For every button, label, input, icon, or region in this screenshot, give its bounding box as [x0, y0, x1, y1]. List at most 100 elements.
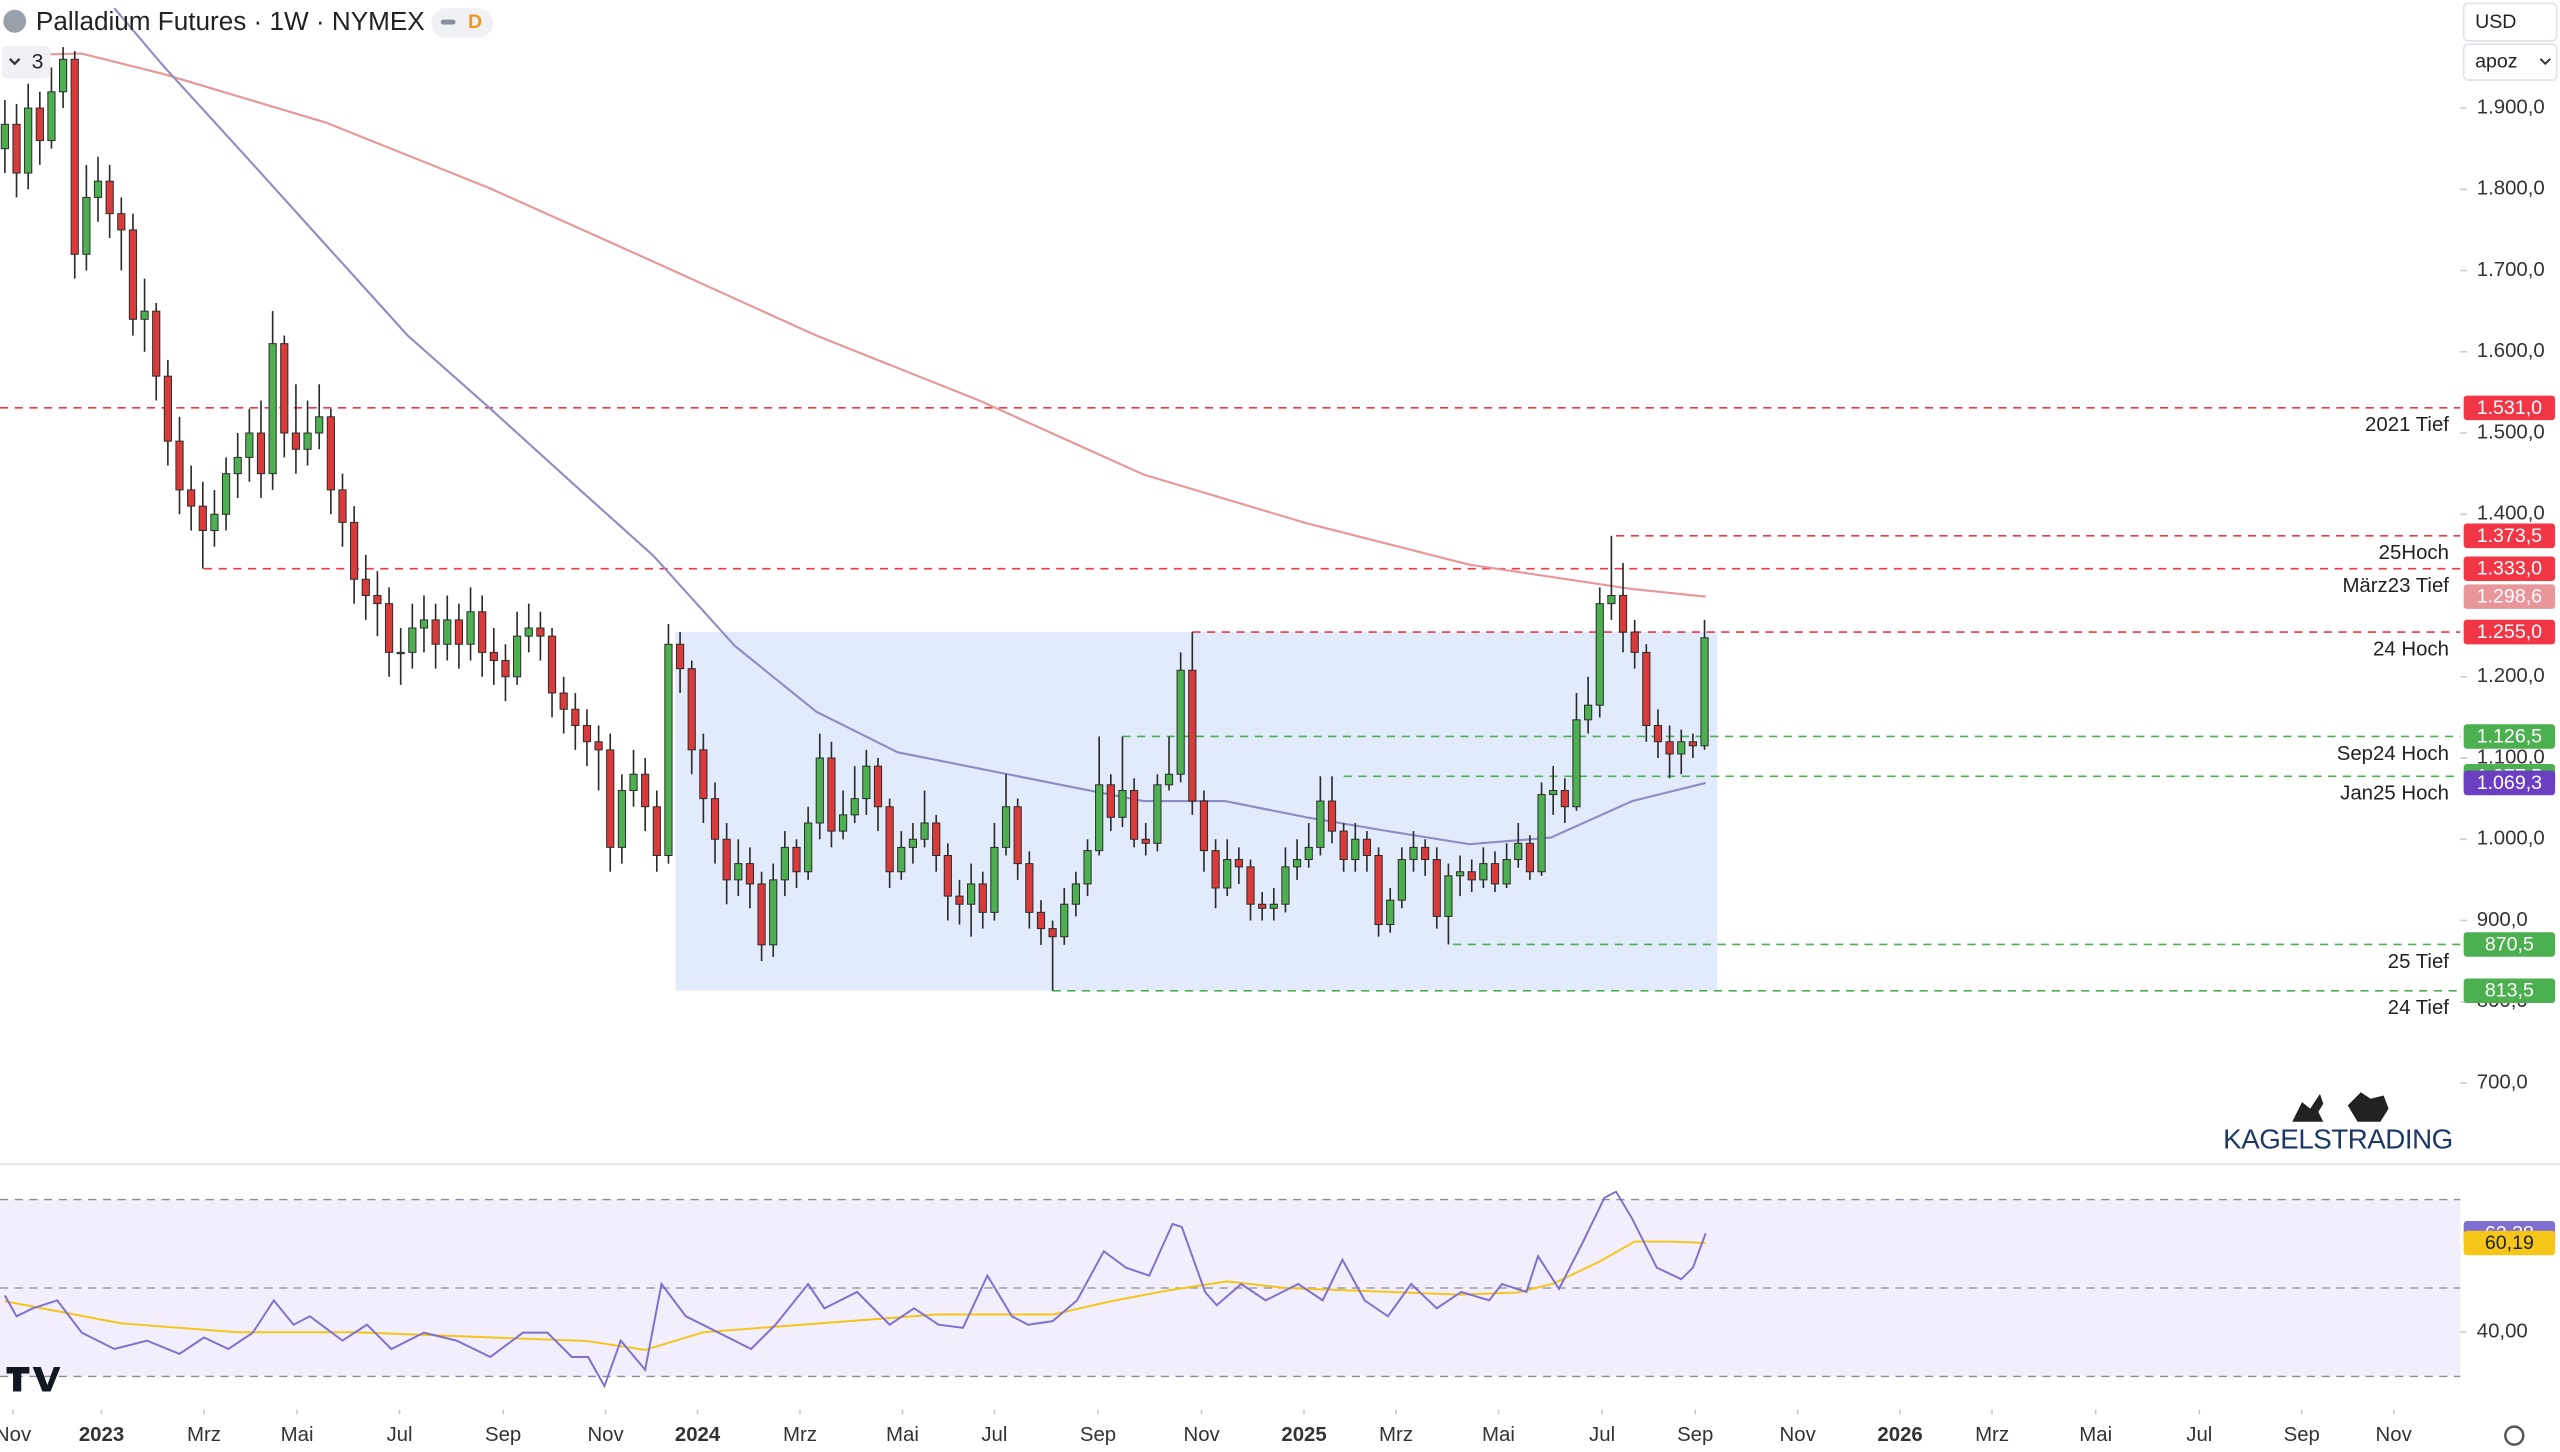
candle-body: [1199, 800, 1209, 852]
candle-body: [12, 123, 21, 174]
candle-body: [1269, 903, 1278, 909]
bull-icon: [2292, 1093, 2324, 1122]
candle-body: [885, 806, 894, 873]
candle-body: [431, 619, 440, 645]
candle-body: [873, 765, 883, 808]
y-tick-label: 1.500,0: [2477, 421, 2545, 443]
scale-dropdown[interactable]: [2462, 43, 2558, 81]
candle-body: [1444, 875, 1453, 917]
candle-body: [466, 611, 475, 645]
level-name: 25Hoch: [2379, 542, 2449, 564]
x-tick-label: Mrz: [187, 1424, 221, 1446]
x-tick-label: Mrz: [1975, 1424, 2009, 1446]
candle-body: [163, 375, 172, 442]
rsi-badge: 60,19: [2485, 1232, 2534, 1254]
x-tick-label: Sep: [1677, 1424, 1713, 1446]
candle-body: [675, 643, 685, 670]
candle-body: [1095, 784, 1104, 852]
candle-body: [361, 578, 370, 597]
y-tick-label: 1.100,0: [2477, 746, 2545, 768]
candle-body: [58, 58, 68, 93]
candle-body: [1223, 859, 1232, 889]
candle-body: [175, 440, 184, 491]
y-tick-label: 1.600,0: [2477, 340, 2545, 362]
candle-body: [210, 513, 219, 532]
level-name: Sep24 Hoch: [2337, 743, 2449, 765]
candle-body: [850, 798, 859, 816]
level-name: 24 Hoch: [2373, 638, 2449, 660]
candle-body: [1688, 741, 1697, 747]
x-tick-label: Sep: [1080, 1424, 1116, 1446]
candle-body: [93, 180, 103, 198]
level-badge: 1.373,5: [2477, 525, 2542, 547]
candle-body: [1490, 863, 1500, 885]
candle-body: [419, 619, 429, 629]
candle-body: [47, 91, 56, 142]
candle-body: [315, 416, 324, 434]
candle-body: [1083, 850, 1092, 885]
candle-body: [513, 635, 522, 678]
ma-badge-bg: [2463, 584, 2556, 609]
candle-body: [804, 822, 813, 873]
candle-body: [908, 838, 918, 848]
candle-body: [652, 806, 661, 856]
candle-body: [1164, 773, 1174, 786]
level-name: März23 Tief: [2342, 575, 2449, 597]
candle-body: [1607, 595, 1616, 605]
candle-body: [757, 883, 766, 946]
y-tick-label: 1.900,0: [2477, 96, 2545, 118]
x-tick-label: 2023: [79, 1424, 124, 1446]
candle-body: [1467, 871, 1476, 881]
candle-body: [1292, 859, 1302, 868]
indicator-count: 3: [32, 50, 44, 74]
x-tick-label: Nov: [587, 1424, 624, 1446]
candle-body: [722, 838, 731, 881]
candle-body: [710, 798, 720, 840]
candle-body: [1525, 842, 1535, 873]
candle-body: [1013, 806, 1022, 865]
candle-body: [1141, 838, 1150, 844]
x-tick-label: Mai: [1482, 1424, 1515, 1446]
indicator-toggle[interactable]: [1, 45, 51, 79]
candle-body: [35, 107, 44, 142]
candle-body: [1618, 595, 1628, 633]
status-pill[interactable]: [431, 8, 494, 38]
level-badge-bg: [2463, 932, 2556, 957]
candle-body: [268, 343, 277, 475]
candle-body: [24, 107, 33, 174]
candle-body: [769, 879, 778, 946]
candle-body: [82, 196, 91, 255]
candle-body: [350, 521, 359, 580]
candle-body: [1700, 637, 1709, 747]
currency-button[interactable]: [2462, 2, 2558, 42]
candle-body: [594, 741, 603, 751]
candle-body: [1584, 704, 1593, 721]
x-tick-label: Sep: [2284, 1424, 2320, 1446]
tv-logo[interactable]: [6, 1366, 61, 1392]
candle-body: [128, 229, 138, 320]
x-tick-label: Mai: [886, 1424, 919, 1446]
level-name: 25 Tief: [2388, 951, 2450, 973]
level-badge-bg: [2463, 395, 2556, 421]
candle-body: [1036, 911, 1046, 930]
candle-body: [117, 213, 126, 231]
candle-body: [1386, 899, 1395, 926]
x-tick-label: Nov: [1780, 1424, 1817, 1446]
candle-body: [1514, 842, 1523, 861]
candle-body: [187, 489, 196, 507]
x-tick-label: Mrz: [1379, 1424, 1413, 1446]
candle-body: [617, 790, 626, 848]
candle-body: [571, 708, 580, 726]
level-badge-bg: [2463, 978, 2556, 1004]
candle-body: [1211, 850, 1220, 889]
candle-body: [291, 432, 301, 450]
settings-icon[interactable]: [2504, 1425, 2525, 1446]
symbol-title[interactable]: Palladium Futures · 1W · NYMEX: [36, 6, 425, 36]
candle-body: [1432, 859, 1441, 917]
x-tick-label: Nov: [2376, 1424, 2413, 1446]
candle-body: [140, 310, 149, 320]
candle-body: [699, 749, 708, 800]
candle-body: [1176, 669, 1185, 775]
candle-body: [559, 692, 568, 710]
session-badge: D: [468, 11, 482, 33]
